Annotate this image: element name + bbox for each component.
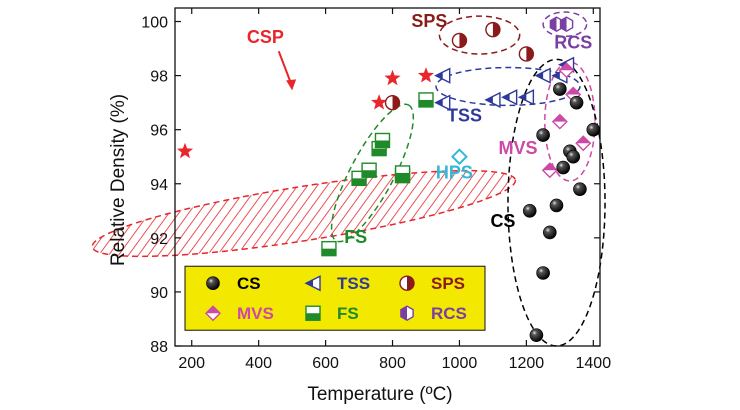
cs-point bbox=[566, 149, 581, 164]
tss-point bbox=[484, 91, 501, 109]
fs-region bbox=[330, 103, 415, 243]
tss-point bbox=[534, 67, 551, 84]
y-tick-label: 92 bbox=[150, 231, 168, 248]
sps-point bbox=[518, 46, 535, 62]
x-tick-label: 200 bbox=[178, 355, 205, 372]
csp-point bbox=[417, 67, 435, 83]
csp-point bbox=[384, 69, 401, 86]
tss-point bbox=[501, 89, 518, 106]
mvs-point bbox=[551, 113, 568, 130]
data-marks bbox=[177, 16, 601, 342]
hps-group-label: HPS bbox=[436, 162, 473, 182]
tss-point bbox=[434, 67, 451, 84]
x-tick-label: 1200 bbox=[509, 355, 545, 372]
tss-region bbox=[435, 66, 581, 107]
tss-group-label: TSS bbox=[447, 106, 482, 126]
y-tick-label: 88 bbox=[150, 339, 168, 356]
mvs-point bbox=[558, 62, 575, 79]
cs-point bbox=[522, 204, 537, 218]
cs-point bbox=[529, 328, 544, 342]
cs-point bbox=[536, 266, 550, 280]
legend-box bbox=[184, 265, 486, 331]
cs-point bbox=[549, 198, 564, 213]
x-tick-label: 600 bbox=[312, 355, 339, 372]
legend-label: CS bbox=[237, 274, 261, 293]
sps-point bbox=[384, 94, 401, 111]
tss-point bbox=[434, 94, 451, 111]
csp-point bbox=[177, 142, 194, 159]
legend-entry-sps: SPS bbox=[399, 274, 465, 293]
sps-group-label: SPS bbox=[411, 11, 447, 31]
mvs-region bbox=[544, 61, 596, 182]
legend-entry-tss: TSS bbox=[304, 274, 370, 293]
legend-entry-mvs: MVS bbox=[205, 304, 274, 323]
y-tick-label: 98 bbox=[150, 69, 168, 86]
rcs-group-label: RCS bbox=[554, 33, 592, 53]
cs-point bbox=[556, 160, 570, 175]
cs-group-label: CS bbox=[490, 211, 515, 231]
mvs-point bbox=[575, 135, 592, 152]
tss-point bbox=[517, 89, 535, 106]
legend: CS TSS SPS MVS FS RCS bbox=[184, 265, 486, 331]
mvs-group-label: MVS bbox=[499, 138, 538, 158]
legend-label: TSS bbox=[337, 274, 370, 293]
legend-entry-cs: CS bbox=[206, 274, 261, 293]
csp-point bbox=[371, 94, 388, 110]
sps-region bbox=[438, 15, 521, 55]
fs-point bbox=[321, 240, 337, 257]
y-axis-title: Relative Density (%) bbox=[108, 94, 129, 266]
y-tick-label: 90 bbox=[150, 285, 168, 302]
x-axis-title: Temperature (ºC) bbox=[307, 384, 452, 405]
sps-point bbox=[485, 21, 501, 38]
plot-frame bbox=[174, 7, 601, 347]
mvs-point bbox=[541, 162, 558, 179]
csp-group-label: CSP bbox=[247, 27, 284, 47]
hps-point bbox=[451, 148, 468, 166]
cs-point bbox=[553, 82, 567, 96]
cs-region bbox=[507, 58, 606, 347]
y-tick-label: 94 bbox=[150, 177, 168, 194]
axes: 200 400 600 800 1000 1200 1400 88 90 92 94 96 98 100 bbox=[141, 8, 611, 372]
legend-entry-rcs: RCS bbox=[400, 304, 467, 323]
y-tick-label: 96 bbox=[150, 123, 168, 140]
fs-point bbox=[361, 162, 377, 178]
cs-point bbox=[569, 95, 584, 110]
sps-point bbox=[451, 32, 468, 49]
group-labels: CSP SPS RCS TSS MVS HPS CS FS bbox=[247, 11, 592, 247]
fs-group-label: FS bbox=[344, 227, 367, 247]
cs-point bbox=[543, 225, 557, 240]
csp-arrow-head bbox=[286, 79, 297, 91]
x-tick-label: 400 bbox=[245, 355, 272, 372]
y-tick-label: 100 bbox=[141, 15, 168, 32]
rcs-point bbox=[559, 16, 574, 33]
cs-point bbox=[586, 122, 601, 137]
rcs-region bbox=[542, 11, 588, 38]
x-tick-label: 1400 bbox=[576, 355, 612, 372]
cs-point bbox=[536, 128, 550, 142]
legend-label: RCS bbox=[431, 304, 467, 323]
cs-point bbox=[573, 182, 587, 196]
fs-point bbox=[394, 165, 411, 181]
legend-label: MVS bbox=[237, 304, 274, 323]
fs-point bbox=[374, 132, 391, 149]
x-tick-label: 800 bbox=[379, 355, 406, 372]
legend-label: SPS bbox=[431, 274, 465, 293]
legend-entry-fs: FS bbox=[305, 304, 359, 323]
legend-label: FS bbox=[337, 304, 359, 323]
x-tick-label: 1000 bbox=[442, 355, 478, 372]
fs-point bbox=[418, 92, 434, 108]
